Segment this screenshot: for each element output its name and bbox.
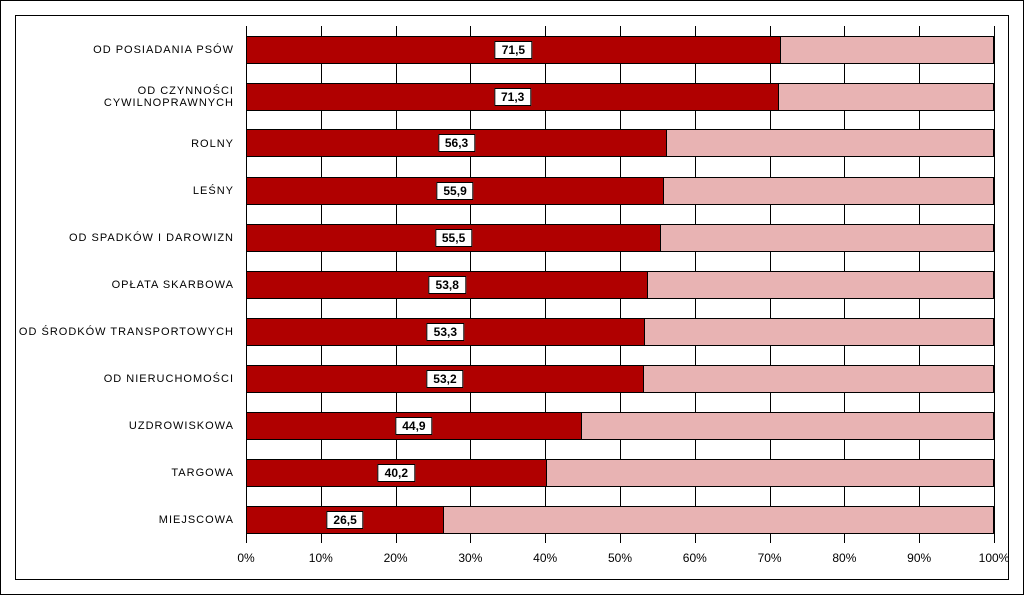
x-tick: 50% — [608, 551, 632, 565]
grid-line — [994, 26, 995, 543]
bar-value-label: 53,3 — [427, 323, 464, 341]
bar-row: 71,5 — [246, 36, 994, 64]
y-axis-label: OD POSIADANIA PSÓW — [16, 44, 238, 56]
bar-row: 44,9 — [246, 412, 994, 440]
bar-value-label: 71,3 — [494, 88, 531, 106]
bar-value-label: 55,5 — [435, 229, 472, 247]
bar-value-label: 53,8 — [429, 276, 466, 294]
chart-container: OD POSIADANIA PSÓW OD CZYNNOŚCI CYWILNOPR… — [0, 0, 1024, 595]
bar-value-label: 55,9 — [436, 182, 473, 200]
x-axis: 0%10%20%30%40%50%60%70%80%90%100% — [246, 551, 994, 569]
x-tick: 30% — [458, 551, 482, 565]
bar-row: 40,2 — [246, 459, 994, 487]
y-axis-label: OD NIERUCHOMOŚCI — [16, 373, 238, 385]
bar-value-label: 53,2 — [426, 370, 463, 388]
y-axis-label: UZDROWISKOWA — [16, 420, 238, 432]
bar-row: 26,5 — [246, 506, 994, 534]
plot-area: 71,5 71,3 56,3 55,9 55,5 53,8 53,3 53,2 44,9 40,2… — [246, 26, 994, 543]
bar-value-label: 44,9 — [395, 417, 432, 435]
x-tick: 20% — [384, 551, 408, 565]
y-axis-label: OPŁATA SKARBOWA — [16, 279, 238, 291]
bar-value-label: 40,2 — [378, 464, 415, 482]
x-tick: 40% — [533, 551, 557, 565]
y-axis-label: MIEJSCOWA — [16, 514, 238, 526]
bar-row: 55,5 — [246, 224, 994, 252]
y-axis-labels: OD POSIADANIA PSÓW OD CZYNNOŚCI CYWILNOPR… — [16, 26, 246, 543]
y-axis-label: OD SPADKÓW I DAROWIZN — [16, 232, 238, 244]
x-tick: 60% — [683, 551, 707, 565]
x-tick: 80% — [832, 551, 856, 565]
bar-value-label: 26,5 — [326, 511, 363, 529]
bar-row: 71,3 — [246, 83, 994, 111]
bar-row: 56,3 — [246, 129, 994, 157]
x-tick: 10% — [309, 551, 333, 565]
x-tick: 70% — [758, 551, 782, 565]
x-tick: 0% — [237, 551, 254, 565]
y-axis-label: OD CZYNNOŚCI CYWILNOPRAWNYCH — [16, 85, 238, 109]
bar-row: 53,8 — [246, 271, 994, 299]
y-axis-label: LEŚNY — [16, 185, 238, 197]
bar-value-label: 56,3 — [438, 134, 475, 152]
y-axis-label: OD ŚRODKÓW TRANSPORTOWYCH — [16, 326, 238, 338]
y-axis-label: ROLNY — [16, 138, 238, 150]
x-tick: 100% — [979, 551, 1010, 565]
chart-inner: OD POSIADANIA PSÓW OD CZYNNOŚCI CYWILNOPR… — [15, 15, 1009, 580]
x-tick: 90% — [907, 551, 931, 565]
bar-row: 53,3 — [246, 318, 994, 346]
bar-row: 53,2 — [246, 365, 994, 393]
bar-row: 55,9 — [246, 177, 994, 205]
y-axis-label: TARGOWA — [16, 467, 238, 479]
bar-value-label: 71,5 — [495, 41, 532, 59]
